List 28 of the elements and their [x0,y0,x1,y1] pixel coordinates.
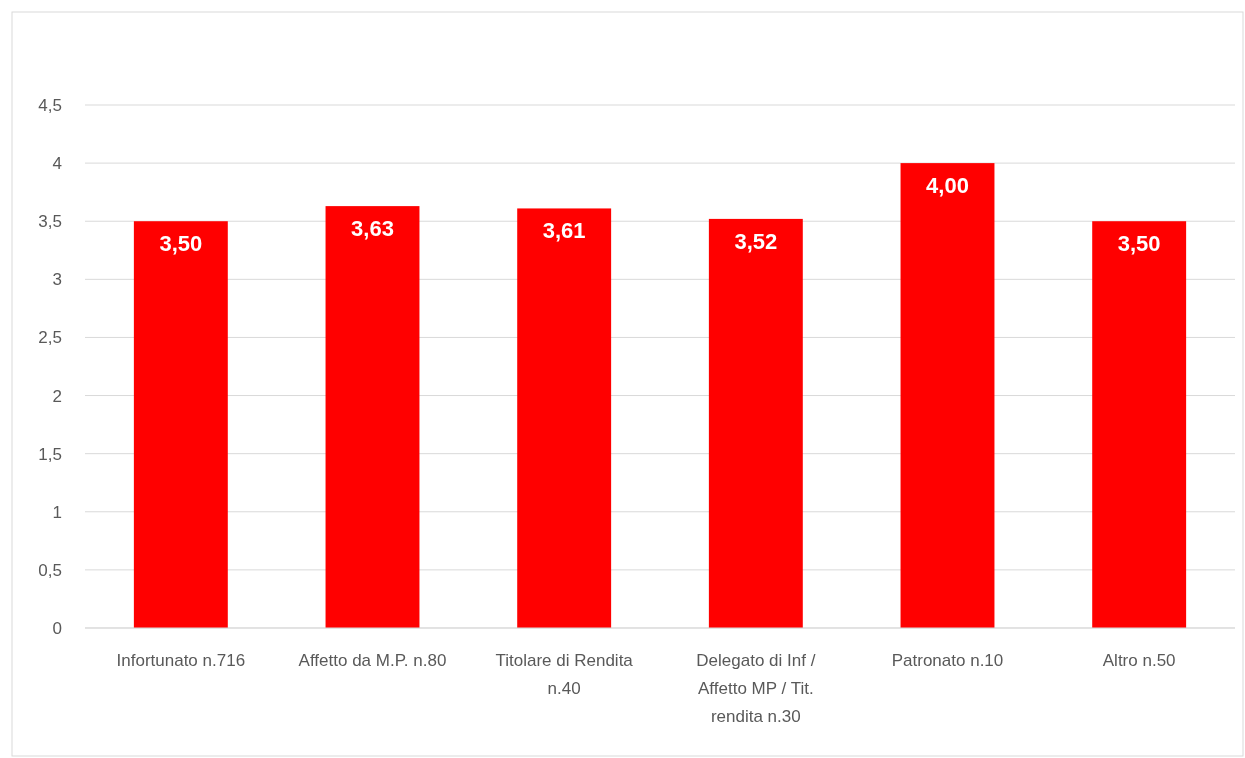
data-label: 3,50 [1117,231,1161,257]
y-tick-label: 4,5 [38,95,62,115]
data-label: 3,52 [734,228,778,254]
x-tick-label: Titolare di Rendita n.40 [495,651,634,698]
data-label: 3,63 [351,216,394,242]
data-label: 3,61 [542,218,586,244]
x-tick-label: Altro n.50 [1102,651,1176,670]
x-tick-label: Delegato di Inf / Affetto MP / Tit. rendita n.30 [696,651,816,726]
y-tick-label: 4 [52,154,62,174]
y-tick-label: 1,5 [38,444,62,464]
y-tick-label: 3 [52,270,62,290]
bar [1092,221,1187,628]
data-label: 4,00 [926,173,969,199]
x-tick-label: Infortunato n.716 [116,651,246,670]
y-tick-label: 0 [52,618,62,638]
y-tick-label: 2,5 [38,328,62,348]
y-tick-label: 0,5 [38,560,62,580]
data-label: 3,50 [159,231,203,257]
y-tick-label: 2 [52,386,62,406]
bar [900,163,995,628]
y-tick-label: 3,5 [38,212,62,232]
bar [325,206,420,628]
bar [133,221,228,628]
x-tick-label: Patronato n.10 [891,651,1004,670]
x-tick-label: Affetto da M.P. n.80 [298,651,447,670]
bar [517,208,612,628]
y-tick-label: 1 [52,502,62,522]
bar [708,218,803,628]
